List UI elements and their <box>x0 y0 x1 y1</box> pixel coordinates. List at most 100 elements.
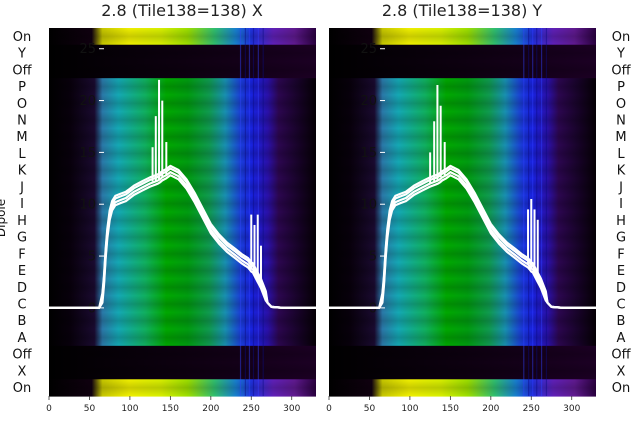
heatmap-row-shade <box>329 78 596 95</box>
heatmap-stripe <box>540 28 543 396</box>
dipole-label: F <box>617 247 624 262</box>
dipole-label: D <box>616 281 626 296</box>
heatmap-row-shade <box>49 111 316 129</box>
heatmap-row-shade <box>49 295 316 313</box>
heatmap-row-shade <box>329 94 596 112</box>
heatmap-row-shade <box>329 228 596 246</box>
heatmap-row-shade <box>49 28 316 45</box>
heatmap-row-shade <box>49 262 316 279</box>
dipole-label: J <box>618 180 623 195</box>
heatmap-stripe <box>262 28 264 396</box>
dipole-label: Y <box>17 47 26 62</box>
heatmap-row-shade <box>329 212 596 229</box>
dipole-label: On <box>612 381 630 396</box>
overlay-y-tick-label: 15 <box>360 146 377 161</box>
overlay-trace <box>329 164 596 309</box>
dipole-label: G <box>17 231 27 246</box>
heatmap-stripe <box>244 28 246 396</box>
x-tick-label: 200 <box>202 404 219 414</box>
heatmap-area <box>49 28 316 397</box>
dipole-label: O <box>616 97 626 112</box>
heatmap-stripe <box>545 28 548 396</box>
heatmap-row-shade <box>49 228 316 246</box>
panel-title: 2.8 (Tile138=138) X <box>101 1 263 20</box>
dipole-label: N <box>17 114 27 129</box>
dipole-label: Y <box>616 47 625 62</box>
x-tick-label: 50 <box>84 404 96 414</box>
dipole-label: On <box>612 30 630 45</box>
panel-x: 2.8 (Tile138=138) X OnYOffPONMLKJIHGFEDC… <box>12 1 316 414</box>
heatmap-stripe <box>248 28 251 396</box>
heatmap-row-shade <box>329 145 596 162</box>
heatmap-stripe <box>257 28 259 396</box>
heatmap-row-shade <box>329 329 596 346</box>
dipole-label: M <box>16 130 27 145</box>
heatmap-row-shade <box>49 44 316 62</box>
heatmap-row-shade <box>49 128 316 146</box>
dipole-label: F <box>18 247 25 262</box>
heatmap-row-shade <box>329 345 596 363</box>
dipole-label: H <box>616 214 626 229</box>
x-tick-label: 150 <box>442 404 459 414</box>
heatmap-row-shade <box>329 262 596 279</box>
overlay-y-tick-label: 5 <box>369 250 377 265</box>
heatmap-row-shade <box>49 362 316 380</box>
x-tick-label: 250 <box>523 404 540 414</box>
overlay-y-tick-label: 25 <box>360 42 377 57</box>
overlay-line <box>49 79 316 309</box>
heatmap-row-shade <box>49 345 316 363</box>
heatmap-row-shade <box>329 278 596 296</box>
heatmap-stripe <box>523 28 525 396</box>
dipole-label: M <box>615 130 626 145</box>
heatmap-row-shade <box>49 178 316 196</box>
dipole-label: Off <box>611 348 631 363</box>
overlay-y-tick-label: 10 <box>79 198 96 213</box>
dipole-label: I <box>619 197 623 212</box>
heatmap-row-shade <box>329 28 596 45</box>
x-tick-label: 0 <box>326 404 332 414</box>
dipole-label: P <box>18 80 26 95</box>
x-tick-label: 100 <box>121 404 138 414</box>
heatmap-row-shade <box>49 94 316 112</box>
panel-title: 2.8 (Tile138=138) Y <box>382 1 543 20</box>
heatmap-stripe <box>532 28 534 396</box>
dipole-label: B <box>18 314 27 329</box>
heatmap-row-shade <box>329 362 596 380</box>
dipole-label: E <box>18 264 26 279</box>
heatmap-row-shade <box>329 178 596 196</box>
overlay-y-tick-label: 10 <box>360 198 377 213</box>
dipole-label: E <box>617 264 625 279</box>
dipole-label: N <box>616 114 626 129</box>
heatmap-row-shade <box>49 145 316 162</box>
dipole-label: X <box>18 364 27 379</box>
dipole-label: P <box>617 80 625 95</box>
x-tick-label: 250 <box>243 404 260 414</box>
dipole-label: X <box>617 364 626 379</box>
dipole-label: H <box>17 214 27 229</box>
dipole-label: Off <box>611 63 631 78</box>
dipole-label: C <box>616 298 625 313</box>
dipole-label: Off <box>12 348 32 363</box>
dipole-label: D <box>17 281 27 296</box>
heatmap-row-shade <box>49 78 316 95</box>
dipole-label: K <box>18 164 27 179</box>
x-tick-label: 150 <box>162 404 179 414</box>
x-tick-label: 0 <box>46 404 52 414</box>
dipole-label: K <box>617 164 626 179</box>
x-ticks: 0 50 100 150 200 250 300 <box>46 396 301 414</box>
heatmap-row-shade <box>329 44 596 62</box>
overlay-y-tick-label: 20 <box>79 94 96 109</box>
heatmap-row-shade <box>49 329 316 346</box>
overlay-y-tick-label: 15 <box>79 146 96 161</box>
dipole-label: On <box>13 381 31 396</box>
dipole-label: L <box>617 147 625 162</box>
y-axis-label: Dipole <box>0 199 8 237</box>
dipole-label: L <box>18 147 26 162</box>
x-tick-label: 100 <box>401 404 418 414</box>
heatmap-row-shade <box>329 295 596 313</box>
overlay-y-tick-label: 20 <box>360 94 377 109</box>
dipole-label: B <box>617 314 626 329</box>
dipole-label: Off <box>12 63 32 78</box>
